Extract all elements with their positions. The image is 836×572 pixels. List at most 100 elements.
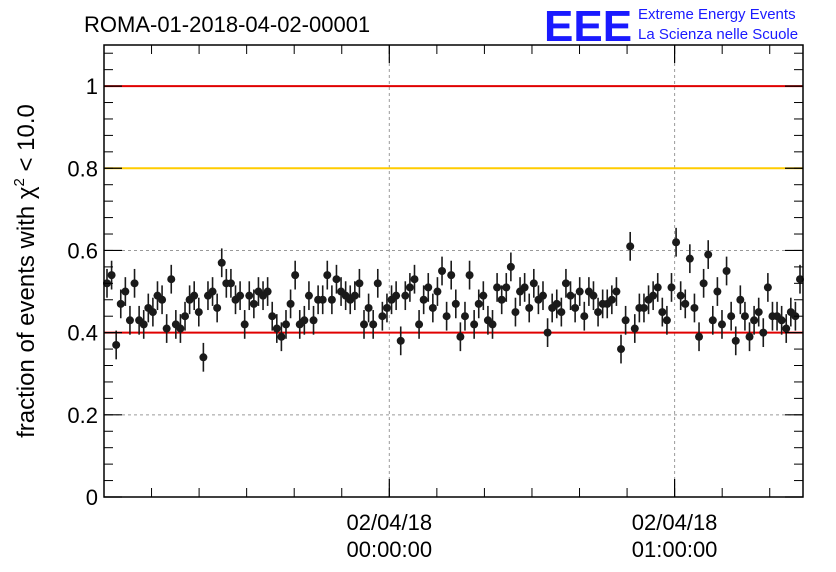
y-tick-label: 0.6 [67,238,98,263]
data-point [750,305,759,335]
data-marker [438,267,447,275]
data-point [199,342,208,372]
data-point [281,310,290,339]
data-marker [263,287,272,296]
data-marker [121,287,130,296]
data-point [309,305,318,335]
data-point [112,330,121,360]
data-marker [649,291,658,300]
data-point [708,305,717,335]
data-marker [465,271,474,280]
data-point [516,277,525,306]
data-marker [433,287,442,296]
data-point [378,301,387,331]
data-point [277,322,286,352]
data-point [667,273,676,302]
data-points [103,227,804,372]
grid [104,45,803,497]
data-point [731,326,740,356]
data-marker [653,283,662,292]
data-point [584,277,593,306]
data-point [171,310,180,339]
data-point [717,310,726,339]
data-point [323,260,332,290]
data-point [617,334,626,364]
data-marker [181,312,190,321]
data-point [424,273,433,302]
data-point [488,310,497,339]
data-marker [125,316,134,325]
data-point [534,285,543,315]
data-marker [460,312,469,321]
data-marker [401,291,410,300]
data-point [428,293,437,323]
data-point [506,252,515,282]
data-point [208,277,217,306]
data-marker [676,291,685,300]
data-marker [405,283,414,292]
data-point [713,277,722,306]
data-marker [543,328,552,337]
data-marker [410,275,419,284]
x-tick-label-time: 01:00:00 [632,537,718,562]
data-marker [378,312,387,321]
data-point [759,318,768,348]
data-point [410,264,419,294]
data-point [240,310,249,339]
data-marker [763,283,772,292]
data-point [419,285,428,315]
data-point [589,281,598,311]
data-point [396,326,405,356]
data-marker [474,299,483,308]
data-marker [745,332,754,341]
data-point [456,322,465,352]
data-point [782,314,791,343]
data-point [153,281,162,311]
data-marker [116,299,125,308]
data-marker [493,283,502,292]
data-point [621,305,630,335]
data-point [194,297,203,327]
data-point [139,310,148,339]
data-point [672,227,681,257]
data-point [754,297,763,327]
data-point [286,289,295,319]
data-marker [759,328,768,337]
x-tick-label-time: 00:00:00 [346,537,432,562]
y-tick-label: 0.4 [67,321,98,346]
data-point [681,289,690,319]
data-marker [488,320,497,329]
data-point [607,285,616,315]
data-point [259,281,268,311]
data-marker [525,303,534,312]
data-point [451,289,460,319]
data-point [360,310,369,339]
data-marker [373,279,382,288]
data-point [603,289,612,319]
data-marker [194,308,203,317]
data-point [575,277,584,306]
data-point [415,310,424,339]
data-marker [323,271,332,280]
data-point [699,268,708,298]
data-point [392,281,401,311]
data-marker [529,279,538,288]
data-point [736,285,745,315]
data-marker [672,238,681,247]
y-axis-label: fraction of events with χ2 < 10.0 [11,104,40,438]
data-marker [424,283,433,292]
data-point [653,273,662,302]
y-tick-label: 0.8 [67,156,98,181]
data-point [121,277,130,306]
data-point [777,305,786,335]
eee-logo: EEE Extreme Energy Events La Scienza nel… [544,2,798,51]
data-marker [704,250,713,259]
data-marker [580,312,589,321]
data-marker [571,303,580,312]
data-marker [552,299,561,308]
data-point [433,277,442,306]
data-marker [369,320,378,329]
data-point [571,293,580,323]
data-marker [268,312,277,321]
data-point [483,305,492,335]
